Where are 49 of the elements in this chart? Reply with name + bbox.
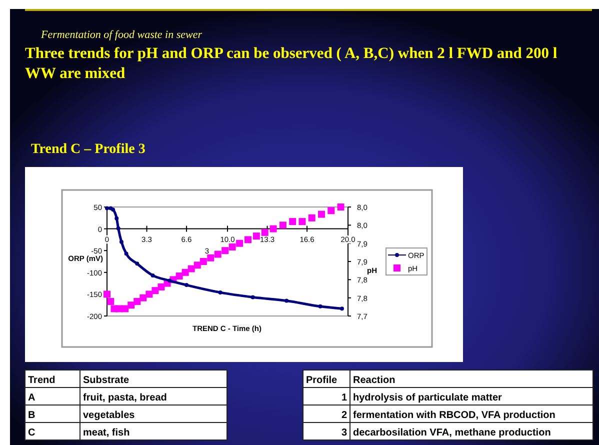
- point: [146, 290, 153, 298]
- point: [124, 252, 128, 256]
- point: [318, 210, 325, 218]
- point: [298, 218, 306, 226]
- point: [111, 208, 116, 212]
- point: [218, 290, 222, 294]
- point: [194, 262, 201, 269]
- point: [222, 247, 229, 254]
- substrate-table: Trend Substrate A fruit, pasta, bread B vegetables C meat, fish: [24, 370, 228, 440]
- point: [107, 298, 114, 305]
- point: [104, 290, 110, 298]
- point: [337, 204, 344, 210]
- point: [114, 216, 119, 220]
- point: [308, 214, 316, 222]
- point: [184, 283, 189, 288]
- point: [188, 265, 195, 272]
- point: [119, 240, 124, 244]
- point: [236, 240, 244, 247]
- point: [158, 283, 165, 290]
- point: [135, 262, 140, 266]
- point: [182, 268, 189, 276]
- point: [176, 272, 183, 280]
- point: [289, 218, 296, 226]
- point: [150, 273, 155, 278]
- reaction-table: Profile Reaction 1 hydrolysis of particulate matter 2 fermentation with RBCOD, VFA production 3 decarbosilation VFA, methane production: [302, 370, 594, 440]
- point: [250, 295, 255, 300]
- chart-subtitle: Trend C – Profile 3: [31, 142, 146, 157]
- point: [340, 306, 344, 311]
- point: [200, 258, 207, 265]
- point: [318, 304, 322, 308]
- text: Fermentation of food waste in sewer: [40, 29, 203, 41]
- point: [270, 225, 277, 232]
- point: [228, 243, 236, 250]
- point: [214, 250, 222, 258]
- point: [328, 207, 335, 214]
- point: [168, 278, 172, 283]
- chart-title: Three trends for pH and ORP can be observed ( A, B,C) when 2 l FWD and 200 l WW are mixed: [25, 44, 558, 84]
- point: [152, 287, 159, 294]
- point: [116, 226, 120, 230]
- point: [284, 298, 289, 303]
- point: [261, 228, 268, 236]
- point: [134, 298, 141, 305]
- point: [140, 294, 147, 302]
- point: [122, 305, 129, 312]
- point: [128, 302, 135, 309]
- point: [244, 236, 252, 244]
- point: [279, 222, 286, 229]
- point: [252, 232, 260, 240]
- point: [207, 254, 214, 262]
